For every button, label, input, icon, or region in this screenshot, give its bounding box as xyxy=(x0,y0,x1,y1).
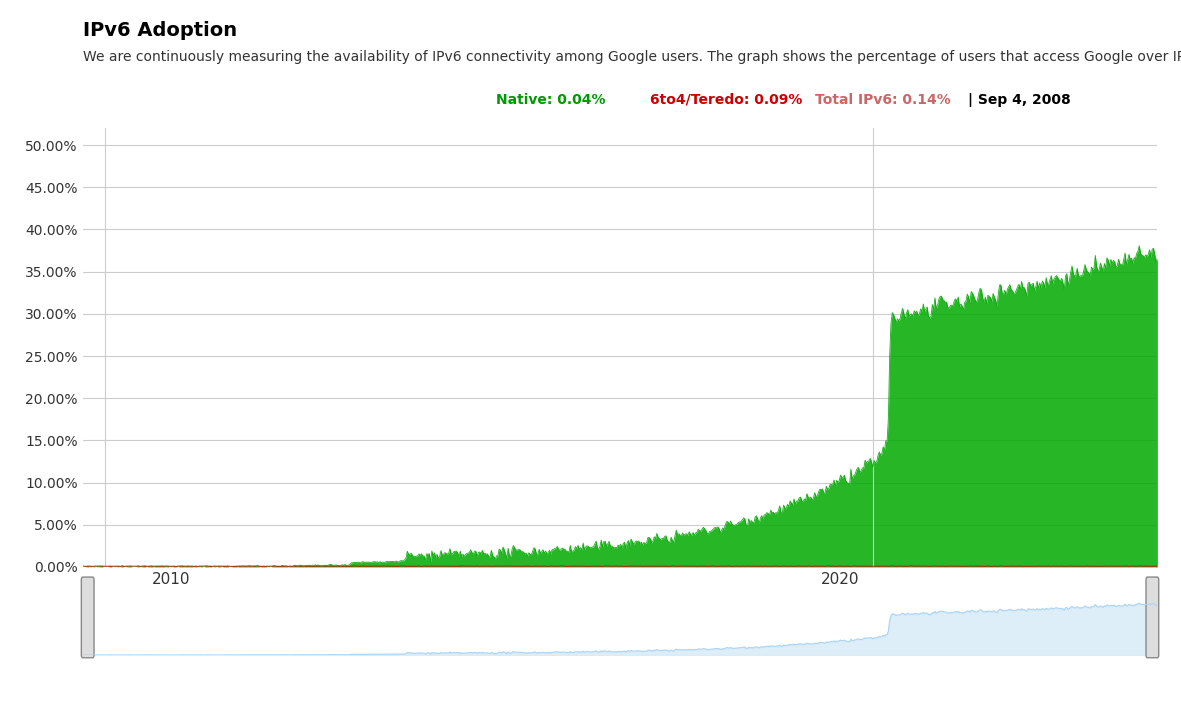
Text: We are continuously measuring the availability of IPv6 connectivity among Google: We are continuously measuring the availa… xyxy=(83,50,1181,64)
Text: 6to4/Teredo: 0.09%: 6to4/Teredo: 0.09% xyxy=(650,93,802,107)
Text: Total IPv6: 0.14%: Total IPv6: 0.14% xyxy=(815,93,951,107)
Text: | Sep 4, 2008: | Sep 4, 2008 xyxy=(968,93,1071,107)
Text: IPv6 Adoption: IPv6 Adoption xyxy=(83,21,237,41)
FancyBboxPatch shape xyxy=(81,577,94,658)
Text: Native: 0.04%: Native: 0.04% xyxy=(496,93,606,107)
FancyBboxPatch shape xyxy=(1146,577,1159,658)
